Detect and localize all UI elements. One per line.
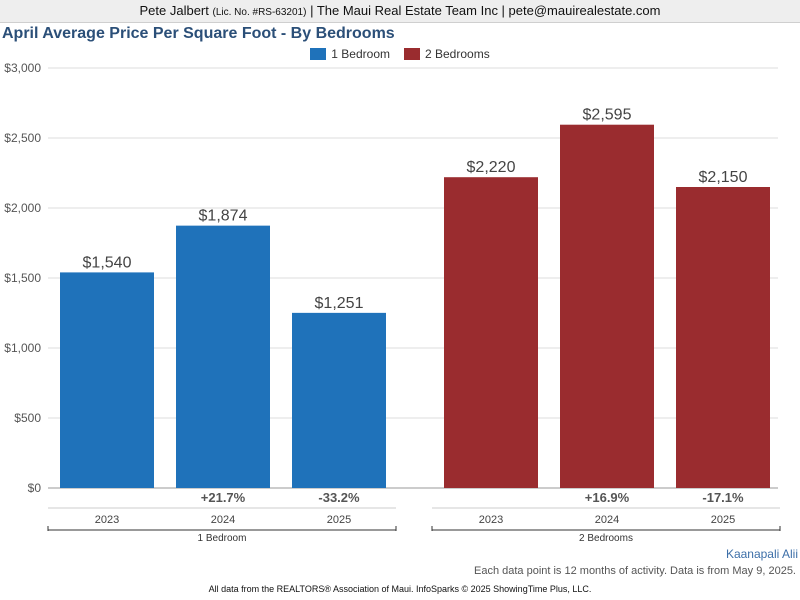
data-label: $2,220: [467, 159, 516, 176]
data-note: Each data point is 12 months of activity…: [473, 565, 796, 577]
legend-item-2-bedrooms[interactable]: 2 Bedrooms: [404, 46, 490, 62]
bar-2-bedrooms-2023: [444, 177, 538, 488]
x-tick-label: 2023: [95, 514, 119, 526]
y-tick-label: $3,000: [4, 61, 41, 75]
x-tick-label: 2024: [595, 514, 619, 526]
bar-2-bedrooms-2025: [676, 187, 770, 488]
header-bar: Pete Jalbert (Lic. No. #RS-63201) | The …: [0, 0, 800, 23]
legend-item-1-bedroom[interactable]: 1 Bedroom: [310, 46, 390, 62]
y-tick-label: $2,000: [4, 201, 41, 215]
data-label: $2,150: [699, 169, 748, 186]
x-tick-label: 2023: [479, 514, 503, 526]
group-label: 2 Bedrooms: [579, 533, 633, 544]
legend-swatch-1-bedroom: [310, 48, 327, 60]
change-label: -33.2%: [318, 490, 360, 505]
group-label: 1 Bedroom: [198, 533, 247, 544]
agent-license: (Lic. No. #RS-63201): [212, 7, 307, 18]
x-tick-label: 2024: [211, 514, 235, 526]
chart-legend: 1 Bedroom 2 Bedrooms: [0, 46, 800, 62]
bar-1-bedroom-2023: [60, 272, 154, 488]
y-tick-label: $2,500: [4, 131, 41, 145]
data-label: $1,251: [315, 295, 364, 312]
bar-2-bedrooms-2024: [560, 124, 654, 488]
legend-label-1-bedroom: 1 Bedroom: [331, 47, 390, 61]
y-tick-label: $0: [28, 481, 42, 495]
chart-title: April Average Price Per Square Foot - By…: [2, 25, 395, 42]
bar-1-bedroom-2025: [292, 312, 386, 488]
data-label: $1,540: [83, 254, 132, 271]
y-tick-label: $500: [14, 411, 41, 425]
bar-1-bedroom-2024: [176, 225, 270, 488]
change-label: +16.9%: [585, 490, 630, 505]
change-label: +21.7%: [201, 490, 246, 505]
legend-label-2-bedrooms: 2 Bedrooms: [425, 47, 490, 61]
data-label: $2,595: [583, 107, 632, 124]
data-label: $1,874: [199, 208, 248, 225]
y-tick-label: $1,000: [4, 341, 41, 355]
agent-contact: | The Maui Real Estate Team Inc | pete@m…: [310, 3, 661, 18]
agent-name: Pete Jalbert: [139, 3, 209, 18]
x-tick-label: 2025: [327, 514, 351, 526]
y-tick-label: $1,500: [4, 271, 41, 285]
data-source: All data from the REALTORS® Association …: [208, 584, 592, 594]
legend-swatch-2-bedrooms: [404, 48, 420, 60]
x-tick-label: 2025: [711, 514, 735, 526]
change-label: -17.1%: [702, 490, 744, 505]
location-label: Kaanapali Alii: [725, 547, 798, 561]
